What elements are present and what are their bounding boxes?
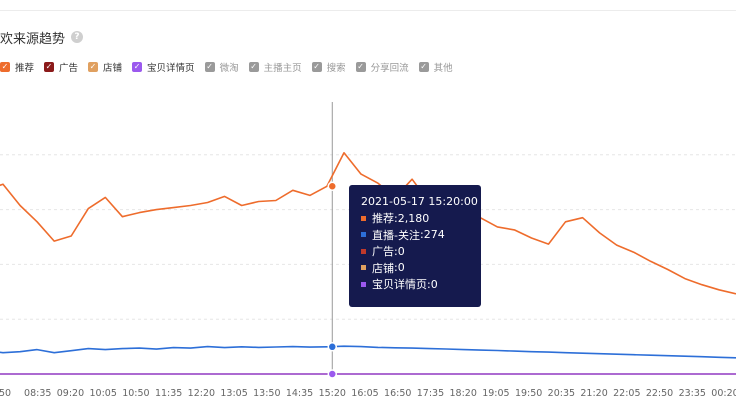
x-tick-label: 22:05 (613, 388, 640, 399)
x-tick-label: 00:20 (711, 388, 736, 399)
tooltip-row: 店铺 : 0 (361, 260, 481, 277)
legend-label: 搜索 (326, 63, 346, 74)
tooltip-value: 2,180 (397, 211, 430, 225)
checkbox-icon[interactable]: ✓ (88, 62, 99, 72)
highlight-point (327, 342, 338, 352)
tooltip-value: 274 (423, 228, 445, 242)
tooltip-separator: : (427, 277, 431, 291)
x-tick-label: 15:20 (319, 388, 346, 399)
series-marker-icon (361, 232, 366, 238)
x-tick-label: 20:35 (548, 388, 575, 399)
x-tick-label: 22:50 (646, 388, 673, 399)
tooltip-label: 直播-关注 (372, 228, 420, 242)
x-tick-label: 16:05 (351, 388, 378, 399)
x-tick-label: 19:50 (515, 388, 542, 399)
tooltip-row: 推荐 : 2,180 (361, 210, 481, 227)
x-tick-label: 19:05 (482, 388, 509, 399)
x-tick-label: 14:35 (286, 388, 313, 399)
chart-tooltip: 2021-05-17 15:20:00 推荐 : 2,180 直播-关注 : 27… (349, 185, 481, 307)
x-tick-label: 12:20 (188, 388, 215, 399)
checkbox-icon[interactable]: ✓ (248, 62, 259, 72)
tooltip-label: 推荐 (372, 212, 394, 226)
tooltip-label: 宝贝详情页 (372, 278, 427, 292)
checkbox-icon[interactable]: ✓ (132, 62, 143, 72)
tooltip-separator: : (419, 228, 424, 242)
checkbox-icon[interactable]: ✓ (44, 62, 55, 72)
legend-item-4[interactable]: ✓ 微淘 (204, 60, 239, 74)
tooltip-row: 直播-关注 : 274 (361, 227, 481, 244)
x-tick-label: 23:35 (679, 388, 706, 399)
legend-item-3[interactable]: ✓ 宝贝详情页 (132, 60, 195, 74)
highlight-point (327, 181, 338, 192)
legend: ✓ 推荐 ✓ 广告 ✓ 店铺 ✓ 宝贝详情页 ✓ 微淘 ✓ 主播主页 ✓ 搜索 ✓ 分享回流 ✓ 其他 (0, 59, 463, 75)
legend-item-7[interactable]: ✓ 分享回流 (355, 60, 409, 74)
tooltip-value: 0 (397, 244, 405, 258)
x-tick-label: 18:20 (449, 388, 476, 399)
tooltip-row: 宝贝详情页 : 0 (361, 276, 481, 293)
highlight-point (327, 369, 338, 379)
chart-header: 欢来源趋势 ? (0, 27, 84, 47)
x-tick-label: 10:50 (122, 388, 149, 399)
legend-label: 宝贝详情页 (147, 63, 195, 74)
legend-label: 主播主页 (263, 63, 302, 74)
series-marker-icon (361, 215, 366, 221)
x-tick-label: 13:50 (253, 388, 280, 399)
checkbox-icon[interactable]: ✓ (311, 62, 322, 72)
series-marker-icon (361, 265, 366, 271)
x-tick-label: 11:35 (155, 388, 182, 399)
legend-item-5[interactable]: ✓ 主播主页 (248, 60, 302, 74)
legend-item-0[interactable]: ✓ 推荐 (0, 60, 34, 74)
tooltip-separator: : (394, 211, 398, 225)
question-mark-icon[interactable]: ? (71, 31, 84, 43)
series-marker-icon (361, 281, 366, 287)
tooltip-value: 0 (397, 261, 405, 275)
x-tick-label: 17:35 (417, 388, 444, 399)
tooltip-value: 0 (430, 277, 438, 291)
legend-label: 分享回流 (370, 63, 409, 74)
x-tick-label: 13:05 (220, 388, 247, 399)
legend-label: 广告 (59, 63, 79, 74)
series-line-1 (0, 345, 736, 359)
legend-item-6[interactable]: ✓ 搜索 (311, 60, 346, 74)
checkbox-icon[interactable]: ✓ (355, 62, 366, 72)
checkbox-icon[interactable]: ✓ (0, 62, 10, 72)
chart-title: 欢来源趋势 (0, 31, 66, 47)
tooltip-time: 2021-05-17 15:20:00 (361, 195, 478, 208)
top-divider (0, 10, 736, 11)
tooltip-label: 店铺 (372, 261, 394, 275)
tooltip-row: 广告 : 0 (361, 243, 481, 260)
tooltip-separator: : (394, 244, 398, 258)
legend-item-1[interactable]: ✓ 广告 (44, 60, 78, 74)
x-tick-label: 10:05 (89, 388, 116, 399)
legend-label: 其他 (433, 63, 453, 74)
tooltip-label: 广告 (372, 245, 394, 259)
legend-label: 推荐 (15, 63, 35, 74)
series-line-0 (0, 152, 736, 295)
x-tick-label: 21:20 (580, 388, 607, 399)
x-tick-label: 08:35 (24, 388, 51, 399)
series-marker-icon (361, 248, 366, 254)
legend-item-2[interactable]: ✓ 店铺 (88, 60, 122, 74)
legend-label: 微淘 (219, 63, 239, 74)
legend-label: 店铺 (103, 63, 123, 74)
legend-item-8[interactable]: ✓ 其他 (418, 60, 453, 74)
tooltip-separator: : (394, 261, 398, 275)
x-tick-label: 09:20 (57, 388, 84, 399)
checkbox-icon[interactable]: ✓ (418, 62, 429, 72)
x-tick-label: 16:50 (384, 388, 411, 399)
checkbox-icon[interactable]: ✓ (204, 62, 215, 72)
x-tick-label: 50 (0, 388, 11, 399)
